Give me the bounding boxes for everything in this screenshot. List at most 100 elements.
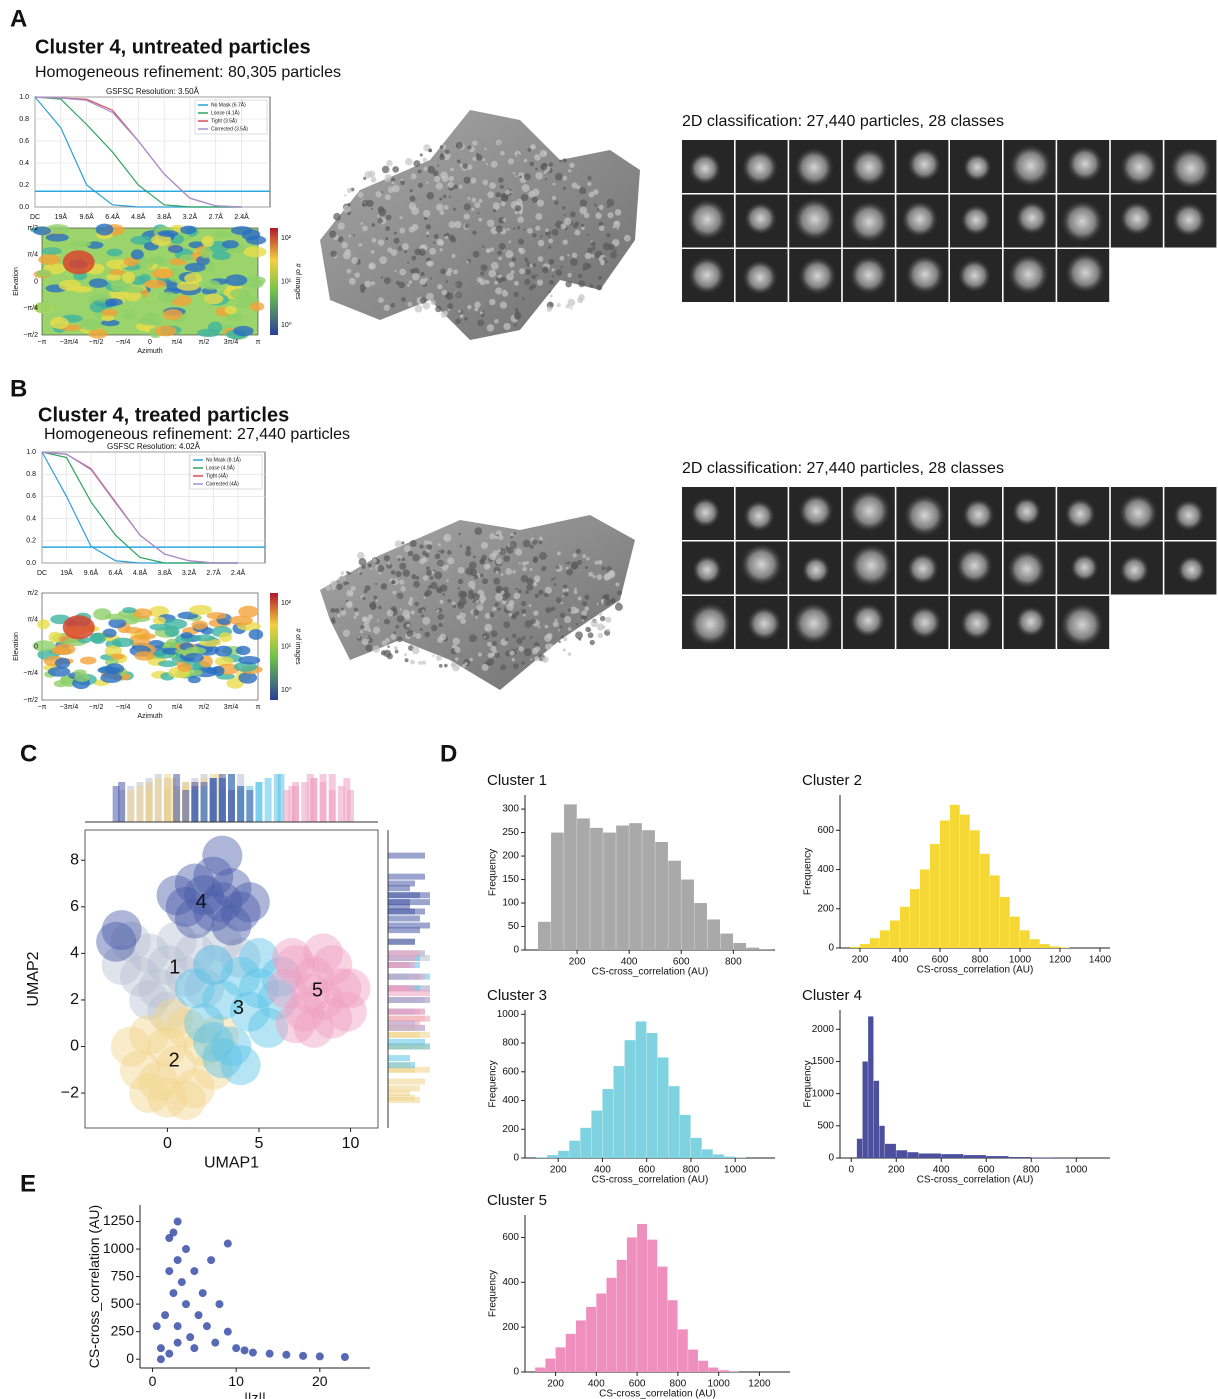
density-speckle <box>540 235 543 238</box>
histogram-bar <box>538 921 551 950</box>
density-speckle <box>563 213 566 216</box>
y-tick-label: 600 <box>817 825 834 836</box>
chart-title: Cluster 2 <box>802 772 862 789</box>
density-speckle <box>597 632 604 639</box>
x-tick-label: 0 <box>163 1135 172 1152</box>
y-tick-label: 800 <box>502 1038 519 1049</box>
density-speckle <box>472 555 476 559</box>
density-speckle <box>577 596 582 601</box>
density-speckle <box>383 304 390 311</box>
density-speckle <box>514 210 519 215</box>
heatmap-cell <box>105 663 125 675</box>
density-speckle <box>380 583 388 590</box>
y-tick-label: 750 <box>111 1267 135 1283</box>
density-speckle <box>504 637 509 642</box>
density-speckle <box>401 557 406 562</box>
density-speckle <box>432 170 439 177</box>
density-speckle <box>358 558 367 566</box>
density-speckle <box>387 645 390 648</box>
density-speckle <box>420 271 425 277</box>
density-speckle <box>515 587 518 591</box>
heatmap-cell <box>158 660 178 668</box>
density-speckle <box>407 550 414 557</box>
density-speckle <box>614 209 622 216</box>
y-tick-label: 2000 <box>812 1024 835 1035</box>
density-speckle <box>508 240 512 244</box>
density-speckle <box>538 589 544 596</box>
density-speckle <box>360 624 365 630</box>
density-speckle <box>598 204 604 211</box>
heatmap-cell <box>33 226 52 236</box>
density-speckle <box>437 613 445 621</box>
heatmap-cell <box>105 613 127 621</box>
heatmap-cell <box>108 269 125 276</box>
panel-subtitle: Homogeneous refinement: 80,305 particles <box>35 64 341 81</box>
class-average-blob <box>957 258 992 293</box>
density-speckle <box>367 638 370 641</box>
chart-title: GSFSC Resolution: 3.50Å <box>106 87 200 96</box>
density-speckle <box>470 177 477 184</box>
density-speckle <box>447 550 452 555</box>
y-tick-label: π/4 <box>27 252 38 259</box>
density-speckle <box>616 590 623 596</box>
density-speckle <box>469 568 478 577</box>
density-speckle <box>345 600 353 609</box>
density-speckle <box>493 566 501 574</box>
density-speckle <box>346 589 354 597</box>
density-speckle <box>380 276 384 279</box>
heatmap-cell <box>108 618 127 629</box>
density-speckle <box>545 607 552 614</box>
density-speckle <box>383 618 390 625</box>
density-speckle <box>418 660 423 665</box>
scatter-point <box>282 1350 291 1359</box>
density-speckle <box>399 227 406 234</box>
x-tick-label: 400 <box>621 957 638 968</box>
scatter-point <box>220 938 261 979</box>
density-speckle <box>434 571 443 580</box>
density-speckle <box>522 613 526 617</box>
colorbar-tick-label: 10⁰ <box>281 686 292 694</box>
density-speckle <box>592 246 596 251</box>
density-speckle <box>589 284 594 288</box>
histogram-bar <box>718 1370 729 1372</box>
density-speckle <box>336 613 341 618</box>
density-speckle <box>423 209 431 218</box>
density-speckle <box>612 225 616 229</box>
class-average-blob <box>688 602 733 647</box>
density-speckle <box>414 601 419 607</box>
legend-label: Loose (4.9Å) <box>206 464 235 471</box>
x-tick-label: 200 <box>888 1165 905 1176</box>
density-speckle <box>383 277 391 285</box>
density-speckle <box>555 269 563 276</box>
y-tick-label: 0 <box>34 278 38 285</box>
y-axis-label: Frequency <box>488 1060 499 1107</box>
x-tick-label: 1200 <box>748 1379 771 1390</box>
y-tick-label: 0 <box>513 1153 519 1164</box>
histogram-bar <box>616 1259 627 1372</box>
density-speckle <box>544 586 552 594</box>
density-speckle <box>614 249 617 252</box>
histogram-bar <box>657 1057 669 1158</box>
density-speckle <box>466 260 469 264</box>
density-speckle <box>368 634 371 638</box>
density-speckle <box>533 610 539 616</box>
density-speckle <box>370 176 377 183</box>
density-speckle <box>592 189 599 195</box>
heatmap-cell <box>45 233 69 242</box>
density-speckle <box>445 292 454 301</box>
histogram-bar <box>724 1156 735 1158</box>
class-average-blob <box>905 254 945 295</box>
density-speckle <box>384 194 391 201</box>
density-speckle <box>610 597 616 603</box>
density-speckle <box>404 250 408 253</box>
density-speckle <box>383 554 391 562</box>
density-speckle <box>510 533 514 536</box>
heatmap-cell <box>157 291 178 303</box>
density-speckle <box>480 264 488 272</box>
x-tick-label: 1000 <box>1065 1165 1088 1176</box>
density-speckle <box>514 548 523 556</box>
density-speckle <box>516 637 523 645</box>
density-speckle <box>477 212 480 215</box>
histogram-bar <box>920 869 930 948</box>
